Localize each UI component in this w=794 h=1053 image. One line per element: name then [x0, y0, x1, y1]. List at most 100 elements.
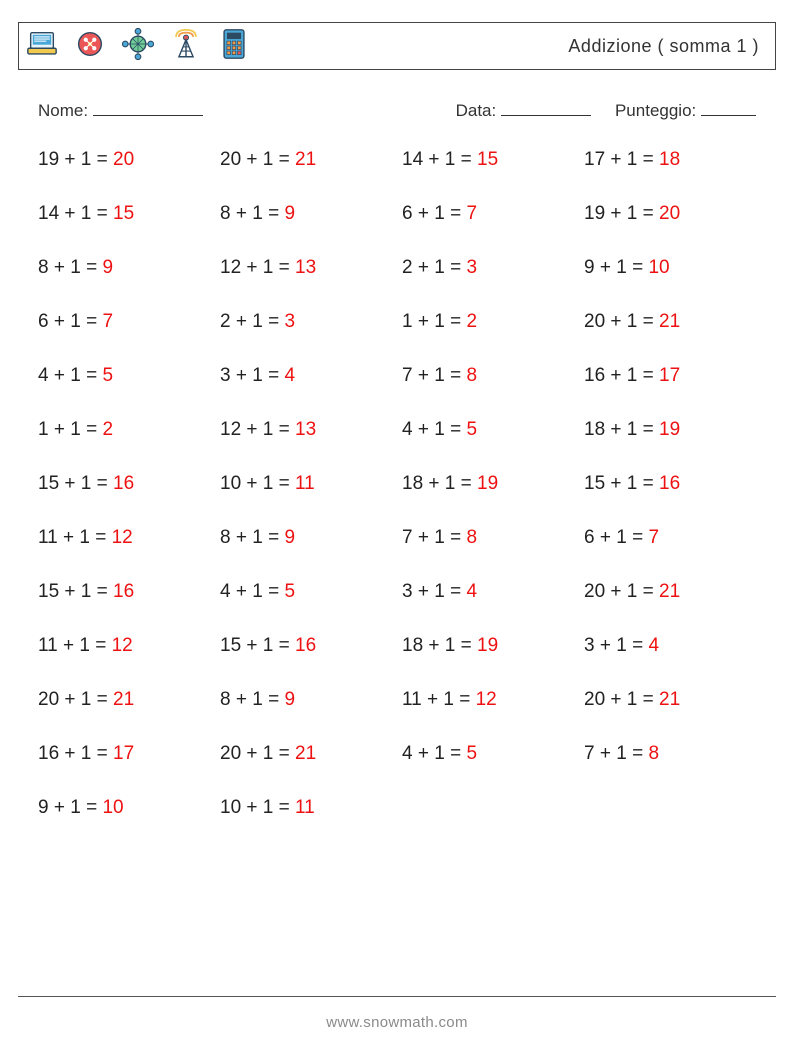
problem-cell: 7 + 1 = 8 — [402, 527, 574, 549]
problem-cell: 3 + 1 = 4 — [220, 365, 392, 387]
problem-cell: 11 + 1 = 12 — [38, 527, 210, 549]
problem-cell: 4 + 1 = 5 — [402, 419, 574, 441]
problem-answer: 21 — [659, 311, 680, 332]
problem-expression: 8 + 1 = — [220, 689, 284, 710]
header-icon-row — [25, 27, 251, 66]
problem-expression: 4 + 1 = — [402, 419, 466, 440]
problem-answer: 20 — [659, 203, 680, 224]
problem-answer: 8 — [466, 527, 477, 548]
problem-expression: 3 + 1 = — [220, 365, 284, 386]
problem-answer: 21 — [295, 743, 316, 764]
problem-expression: 8 + 1 = — [38, 257, 102, 278]
date-label: Data: — [456, 101, 497, 120]
footer-rule — [18, 996, 776, 997]
problem-cell: 15 + 1 = 16 — [38, 581, 210, 603]
problem-answer: 7 — [648, 527, 659, 548]
problem-cell: 17 + 1 = 18 — [584, 149, 756, 171]
problem-cell: 1 + 1 = 2 — [38, 419, 210, 441]
problem-expression: 20 + 1 = — [220, 149, 295, 170]
problem-expression: 10 + 1 = — [220, 797, 295, 818]
problem-expression: 12 + 1 = — [220, 419, 295, 440]
problem-answer: 3 — [466, 257, 477, 278]
problem-answer: 11 — [295, 473, 315, 494]
name-blank[interactable] — [93, 98, 203, 116]
problem-cell: 4 + 1 = 5 — [402, 743, 574, 765]
problem-expression: 6 + 1 = — [402, 203, 466, 224]
problem-expression: 15 + 1 = — [38, 473, 113, 494]
problem-cell: 12 + 1 = 13 — [220, 419, 392, 441]
problem-cell: 14 + 1 = 15 — [38, 203, 210, 225]
problem-cell: 15 + 1 = 16 — [220, 635, 392, 657]
problem-expression: 10 + 1 = — [220, 473, 295, 494]
problem-expression: 15 + 1 = — [220, 635, 295, 656]
problem-expression: 18 + 1 = — [402, 473, 477, 494]
problem-expression: 16 + 1 = — [38, 743, 113, 764]
name-label: Nome: — [38, 101, 88, 120]
problem-cell: 7 + 1 = 8 — [402, 365, 574, 387]
problem-expression: 2 + 1 = — [220, 311, 284, 332]
problem-answer: 9 — [102, 257, 113, 278]
problem-expression: 1 + 1 = — [402, 311, 466, 332]
problem-cell: 18 + 1 = 19 — [402, 635, 574, 657]
problem-expression: 20 + 1 = — [584, 689, 659, 710]
problem-cell: 19 + 1 = 20 — [584, 203, 756, 225]
date-field: Data: — [456, 98, 591, 121]
header-bar: Addizione ( somma 1 ) — [18, 22, 776, 70]
problem-answer: 19 — [659, 419, 680, 440]
problem-answer: 13 — [295, 419, 316, 440]
problem-answer: 15 — [477, 149, 498, 170]
problem-answer: 15 — [113, 203, 134, 224]
problem-answer: 4 — [648, 635, 659, 656]
problem-expression: 15 + 1 = — [584, 473, 659, 494]
problem-cell: 20 + 1 = 21 — [38, 689, 210, 711]
problem-cell: 4 + 1 = 5 — [38, 365, 210, 387]
problem-expression: 11 + 1 = — [38, 527, 112, 548]
problem-answer: 5 — [102, 365, 113, 386]
problem-expression: 6 + 1 = — [38, 311, 102, 332]
problem-cell: 16 + 1 = 17 — [38, 743, 210, 765]
problem-cell: 3 + 1 = 4 — [584, 635, 756, 657]
problem-answer: 16 — [113, 581, 134, 602]
problem-expression: 16 + 1 = — [584, 365, 659, 386]
problem-answer: 2 — [102, 419, 113, 440]
problem-cell: 14 + 1 = 15 — [402, 149, 574, 171]
problem-cell: 2 + 1 = 3 — [402, 257, 574, 279]
problem-answer: 7 — [466, 203, 477, 224]
problem-cell: 11 + 1 = 12 — [38, 635, 210, 657]
problem-cell: 11 + 1 = 12 — [402, 689, 574, 711]
problem-cell: 6 + 1 = 7 — [402, 203, 574, 225]
problem-answer: 21 — [295, 149, 316, 170]
problem-cell: 10 + 1 = 11 — [220, 473, 392, 495]
problem-answer: 13 — [295, 257, 316, 278]
problem-cell: 20 + 1 = 21 — [220, 743, 392, 765]
date-blank[interactable] — [501, 98, 591, 116]
problem-answer: 19 — [477, 473, 498, 494]
problem-expression: 8 + 1 = — [220, 203, 284, 224]
problem-answer: 21 — [659, 581, 680, 602]
problem-cell: 20 + 1 = 21 — [584, 689, 756, 711]
problem-expression: 4 + 1 = — [220, 581, 284, 602]
problem-answer: 20 — [113, 149, 134, 170]
meta-row: Nome: Data: Punteggio: — [38, 98, 756, 121]
globe-network-icon — [121, 27, 155, 66]
problem-answer: 5 — [284, 581, 295, 602]
problem-answer: 9 — [284, 203, 295, 224]
name-field: Nome: — [38, 98, 456, 121]
problem-cell: 7 + 1 = 8 — [584, 743, 756, 765]
problem-answer: 3 — [284, 311, 295, 332]
problem-answer: 12 — [112, 527, 133, 548]
score-blank[interactable] — [701, 98, 756, 116]
problem-expression: 19 + 1 = — [38, 149, 113, 170]
problem-expression: 18 + 1 = — [584, 419, 659, 440]
problem-expression: 7 + 1 = — [402, 365, 466, 386]
problem-expression: 20 + 1 = — [584, 311, 659, 332]
problem-cell: 3 + 1 = 4 — [402, 581, 574, 603]
footer-credit: www.snowmath.com — [0, 1014, 794, 1031]
score-field: Punteggio: — [615, 98, 756, 121]
problem-expression: 11 + 1 = — [38, 635, 112, 656]
problem-expression: 9 + 1 = — [38, 797, 102, 818]
problem-expression: 7 + 1 = — [402, 527, 466, 548]
laptop-icon — [25, 27, 59, 66]
problem-cell: 2 + 1 = 3 — [220, 311, 392, 333]
problem-answer: 10 — [648, 257, 669, 278]
